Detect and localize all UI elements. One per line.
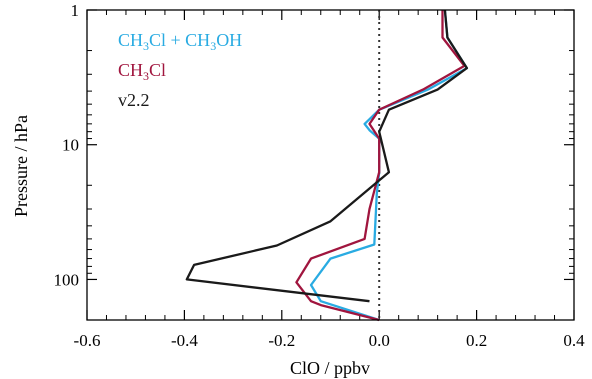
ticks <box>86 9 575 321</box>
legend-entry-2: CH3Cl <box>118 60 166 83</box>
x-tick-label: 0.2 <box>466 331 487 350</box>
series-line-2 <box>295 10 466 322</box>
series-layer <box>185 9 469 322</box>
y-tick-label: 100 <box>54 270 80 289</box>
x-axis-title: ClO / ppbv <box>290 358 370 378</box>
legend-entry-1: CH3Cl + CH3OH <box>118 30 242 53</box>
series-line-1 <box>309 9 469 322</box>
plot-frame <box>86 9 575 321</box>
x-tick-label: 0.0 <box>369 331 390 350</box>
legend-entry-3: v2.2 <box>118 90 150 110</box>
tick-labels: -0.6 -0.4 -0.2 0.0 0.2 0.4 1 10 100 <box>54 1 586 350</box>
y-tick-label: 1 <box>71 1 80 20</box>
legend: CH3Cl + CH3OH CH3Cl v2.2 <box>118 30 242 110</box>
series-line-3 <box>185 9 469 303</box>
x-tick-label: -0.6 <box>74 331 101 350</box>
x-tick-label: -0.2 <box>268 331 295 350</box>
x-tick-label: 0.4 <box>563 331 585 350</box>
y-axis-title: Pressure / hPa <box>11 115 31 217</box>
y-tick-label: 10 <box>62 136 79 155</box>
x-tick-label: -0.4 <box>171 331 198 350</box>
